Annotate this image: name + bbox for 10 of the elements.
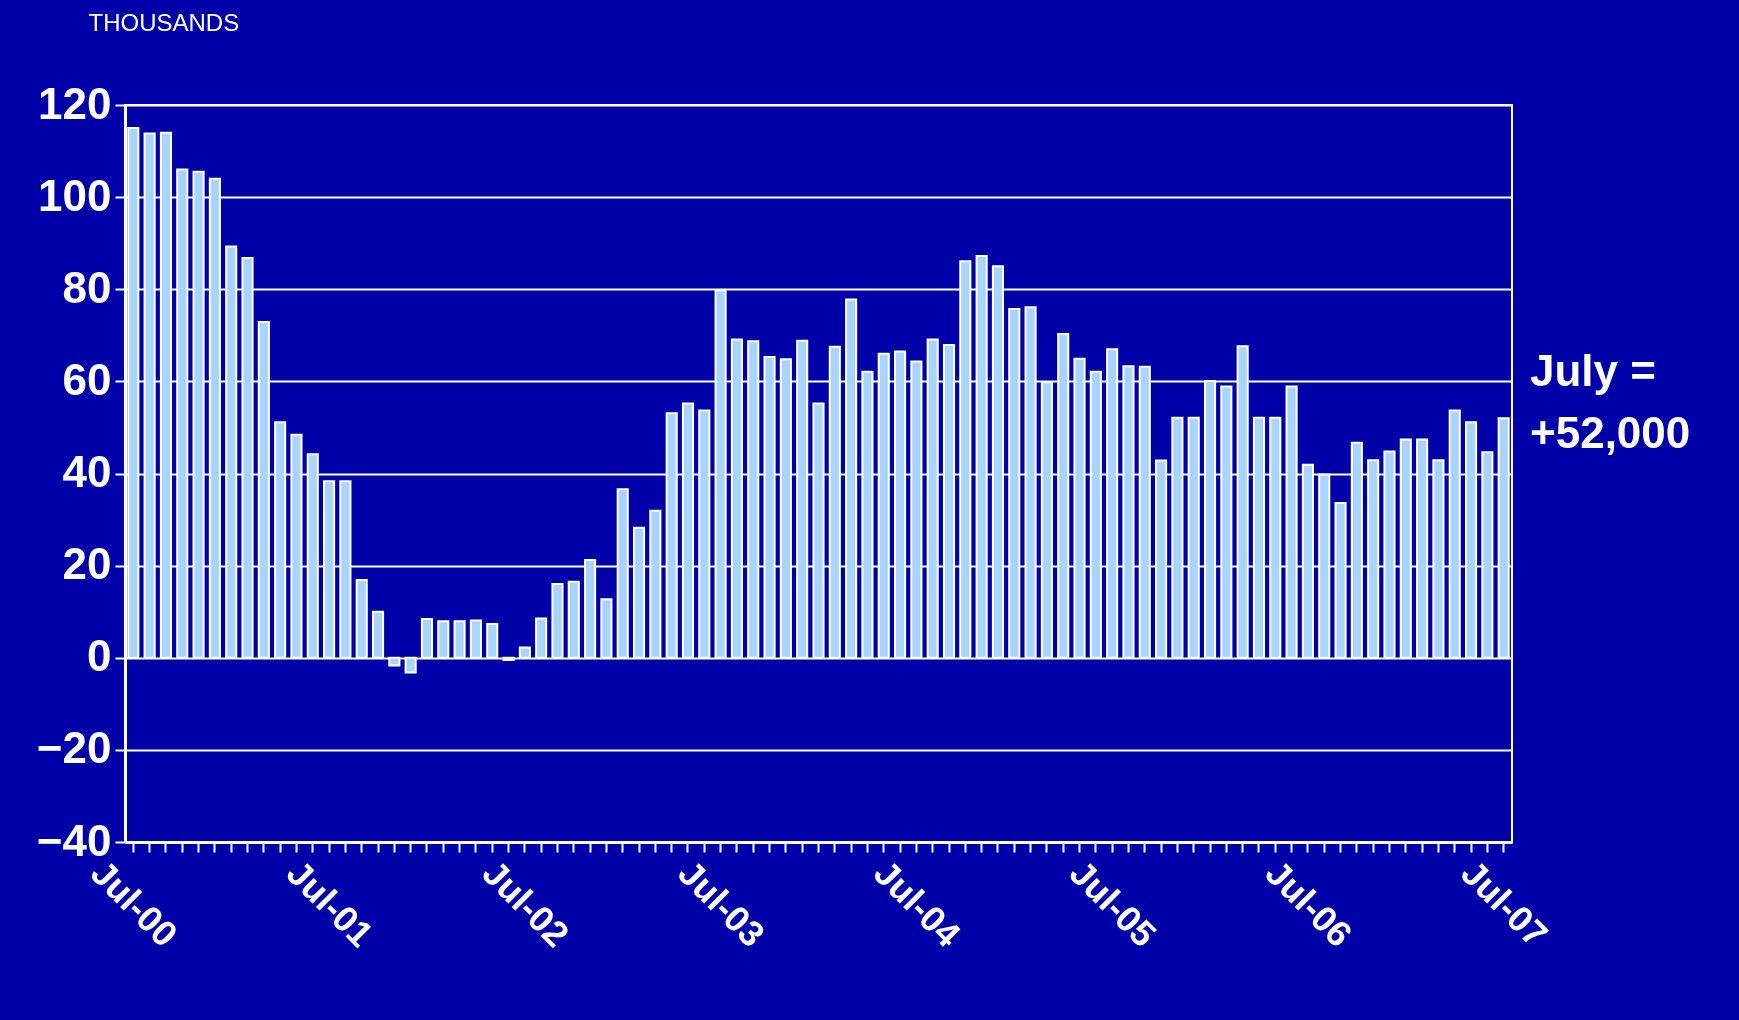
y-axis-title: THOUSANDS [88,8,240,36]
y-tick-label: 80 [62,262,112,312]
text: July = +52,000 [1530,346,1691,457]
y-tick-label: −20 [36,723,112,773]
y-tick-label: 0 [87,631,112,681]
y-tick-label: 120 [38,78,112,128]
y-tick-label: 40 [62,447,112,496]
y-tick-label: 20 [62,539,112,589]
y-tick-label: 100 [38,170,112,220]
y-tick-label: 60 [62,354,112,404]
